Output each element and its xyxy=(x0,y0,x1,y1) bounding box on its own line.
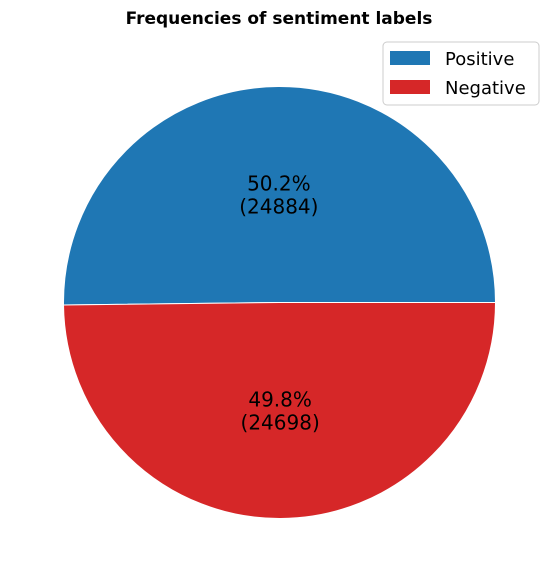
pie-slice-labels: 50.2%(24884) 49.8%(24698) xyxy=(239,172,320,435)
slice-percent-label-negative: 49.8% xyxy=(248,387,312,411)
legend-swatch-positive xyxy=(390,51,430,65)
slice-count-label-negative: (24698) xyxy=(241,410,320,434)
pie-slices xyxy=(63,86,497,519)
chart-title: Frequencies of sentiment labels xyxy=(126,9,433,29)
slice-count-label-positive: (24884) xyxy=(239,195,318,219)
legend-label-negative: Negative xyxy=(445,78,526,99)
pie-slice-negative xyxy=(63,302,497,519)
slice-percent-label-positive: 50.2% xyxy=(247,172,311,196)
legend: Positive Negative xyxy=(382,41,540,106)
legend-swatch-negative xyxy=(390,80,430,94)
legend-label-positive: Positive xyxy=(445,49,514,70)
pie-slice-positive xyxy=(63,86,497,306)
